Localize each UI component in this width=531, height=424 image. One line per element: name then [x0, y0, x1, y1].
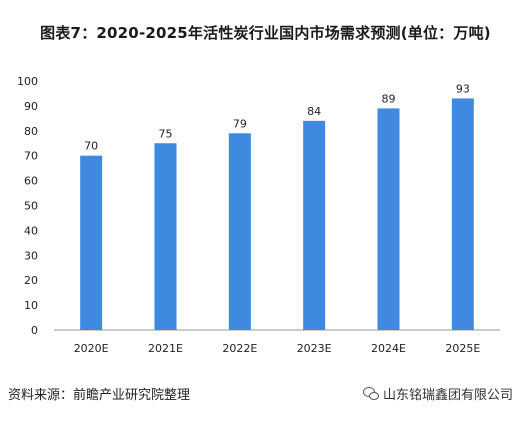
bar	[228, 133, 251, 330]
x-tick-label: 2020E	[74, 342, 109, 355]
source-note: 资料来源：前瞻产业研究院整理	[8, 388, 191, 403]
data-label: 75	[159, 127, 173, 140]
data-label: 79	[233, 117, 247, 130]
y-tick-label: 0	[31, 324, 38, 337]
y-tick-label: 40	[24, 224, 38, 237]
bar	[377, 108, 400, 330]
data-label: 89	[382, 92, 396, 105]
y-tick-label: 50	[24, 200, 38, 213]
y-tick-label: 90	[24, 100, 38, 113]
y-tick-label: 70	[24, 150, 38, 163]
data-label: 84	[307, 105, 321, 118]
y-tick-label: 80	[24, 125, 38, 138]
y-tick-label: 20	[24, 274, 38, 287]
y-tick-label: 60	[24, 175, 38, 188]
data-label: 70	[84, 140, 98, 153]
bar	[303, 120, 326, 330]
x-tick-label: 2022E	[222, 342, 257, 355]
wechat-account: 山东铭瑞鑫团有限公司	[362, 384, 513, 403]
bar	[80, 155, 103, 330]
chart-title: 图表7：2020-2025年活性炭行业国内市场需求预测(单位：万吨)	[40, 24, 491, 42]
y-tick-label: 10	[24, 299, 38, 312]
bar	[451, 98, 474, 331]
x-tick-label: 2025E	[445, 342, 480, 355]
data-label: 93	[456, 82, 470, 95]
wechat-icon	[362, 386, 379, 401]
x-tick-label: 2021E	[148, 342, 183, 355]
x-tick-label: 2024E	[371, 342, 406, 355]
x-tick-label: 2023E	[297, 342, 332, 355]
y-tick-label: 100	[17, 75, 38, 88]
account-name: 山东铭瑞鑫团有限公司	[382, 388, 513, 403]
y-tick-label: 30	[24, 249, 38, 262]
bar	[154, 143, 177, 330]
